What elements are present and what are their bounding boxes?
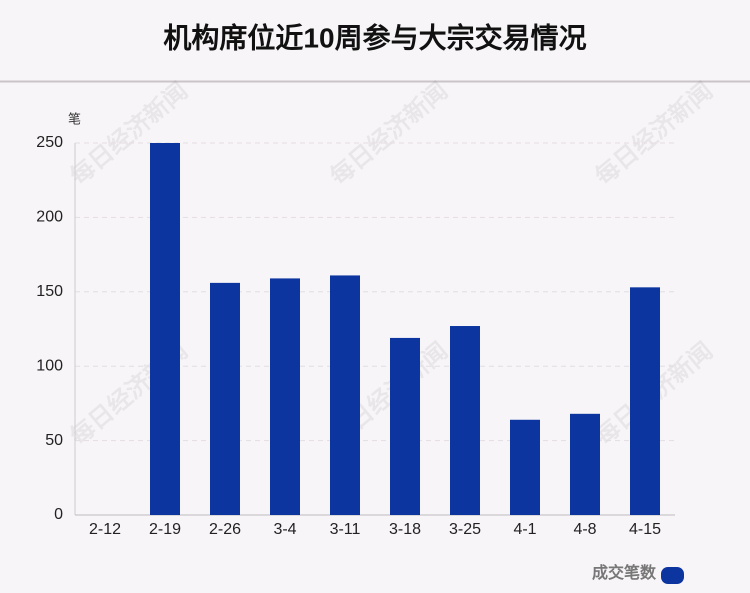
bar [510, 419, 540, 515]
y-tick-label: 150 [36, 283, 63, 300]
y-tick-label: 50 [45, 432, 63, 449]
bar [390, 337, 420, 515]
bar [210, 282, 240, 515]
x-tick-label: 3-11 [330, 521, 361, 538]
x-tick-label: 4-1 [513, 521, 536, 538]
x-tick-label: 3-4 [273, 521, 296, 538]
x-tick-label: 4-8 [573, 521, 596, 538]
bar [270, 278, 300, 515]
y-tick-label: 200 [36, 209, 63, 226]
y-unit: 笔 [68, 111, 81, 126]
x-tick-label: 2-12 [89, 521, 121, 538]
legend-label: 成交笔数 [592, 563, 657, 582]
y-tick-label: 0 [54, 506, 63, 523]
bar [630, 287, 660, 515]
legend-swatch [661, 567, 684, 584]
x-tick-label: 4-15 [629, 521, 661, 538]
x-tick-label: 2-26 [209, 521, 241, 538]
bar [150, 143, 180, 515]
x-tick-label: 3-18 [389, 521, 421, 538]
y-tick-label: 100 [36, 357, 63, 374]
bar [330, 275, 360, 515]
x-tick-label: 3-25 [449, 521, 481, 538]
bar [570, 413, 600, 515]
chart-title: 机构席位近10周参与大宗交易情况 [163, 21, 586, 53]
y-tick-label: 250 [36, 134, 63, 151]
x-tick-label: 2-19 [149, 521, 181, 538]
bar [450, 326, 480, 515]
